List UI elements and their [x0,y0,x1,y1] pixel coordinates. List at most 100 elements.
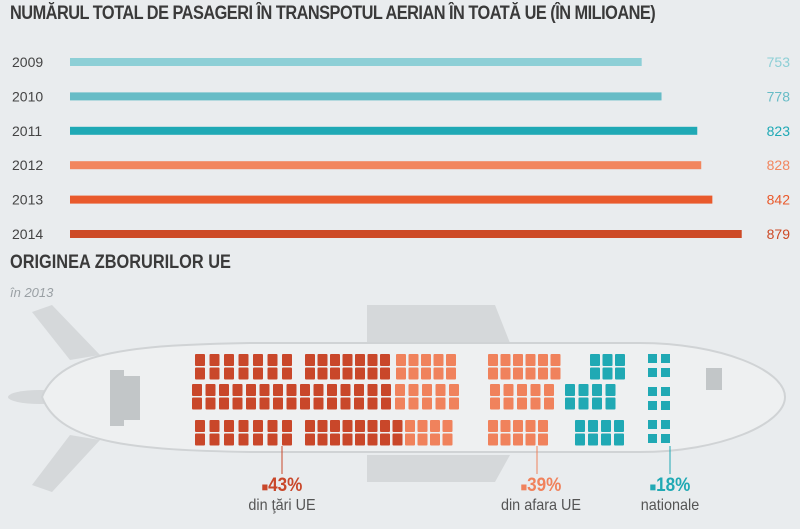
seat [614,433,624,446]
seat [205,397,216,410]
seat [246,384,256,396]
seat [342,433,353,446]
seat [446,354,456,366]
year-label: 2011 [12,123,42,139]
legend-non-eu-label: din afara UE [500,497,582,514]
seat [259,384,270,396]
seat [648,401,657,410]
seat [435,384,446,396]
seat [421,367,431,380]
seat [575,433,585,446]
seat [590,354,600,366]
seat [422,397,432,410]
seat [500,367,511,380]
seat [355,433,365,446]
seat [590,367,600,380]
seat [195,367,205,380]
seat [446,367,456,380]
seat [648,354,657,363]
value-label: 879 [767,226,791,242]
seat [550,354,561,366]
seat [286,397,297,410]
seat [219,384,229,396]
wing-top [367,305,510,343]
wing-bottom [367,455,510,482]
seat [396,354,406,366]
seat [238,367,249,380]
seat [327,384,337,396]
seat [405,433,415,446]
seat [354,384,364,396]
seats [192,354,670,446]
seat [209,420,220,432]
seat [605,397,616,410]
seat [488,354,498,366]
seat [408,354,419,366]
seat [327,397,337,410]
seat [433,354,444,366]
seat [661,434,670,443]
seat [538,367,548,380]
seat [380,354,390,366]
seat [422,384,432,396]
seat [550,367,561,380]
seat [490,384,500,396]
seat [417,433,428,446]
seat [305,354,315,366]
seat [267,354,278,366]
plane-chart-title: ORIGINEA ZBORURILOR UE [10,252,231,273]
bar [70,230,742,238]
seat [381,397,391,410]
seat [330,367,340,380]
seat [253,433,263,446]
seat [417,420,428,432]
seat [300,397,310,410]
seat [232,397,243,410]
seat [538,420,548,432]
seat [430,420,440,432]
seat [544,384,554,396]
seat [267,433,278,446]
seat [305,367,315,380]
seat [317,354,328,366]
seat [205,384,216,396]
seat [224,354,234,366]
seat [614,420,624,432]
seat [661,401,670,410]
seat [578,384,589,396]
seat [396,367,406,380]
seat [525,420,536,432]
legend-non-eu-percent: 39% [527,475,562,496]
year-label: 2009 [12,54,43,70]
seat [442,420,453,432]
seat [286,384,297,396]
seat [282,433,292,446]
seat [330,354,340,366]
seat [430,433,440,446]
seat [317,433,328,446]
seat [648,420,657,429]
seat [209,354,220,366]
seat [224,433,234,446]
seat [313,384,324,396]
seat [238,433,249,446]
seat [195,354,205,366]
seat [367,384,378,396]
seat [538,433,548,446]
seat [592,384,602,396]
seat [513,367,523,380]
seat [408,384,419,396]
seat [367,354,378,366]
seat [238,420,249,432]
seat [615,354,625,366]
seat [565,397,575,410]
seat [661,420,670,429]
seat [253,420,263,432]
seat [340,397,351,410]
seat [367,367,378,380]
legend-eu: ■43% din ţări UE [248,475,316,514]
seat [354,397,364,410]
tail-fin-top [32,305,100,360]
seat [395,397,405,410]
